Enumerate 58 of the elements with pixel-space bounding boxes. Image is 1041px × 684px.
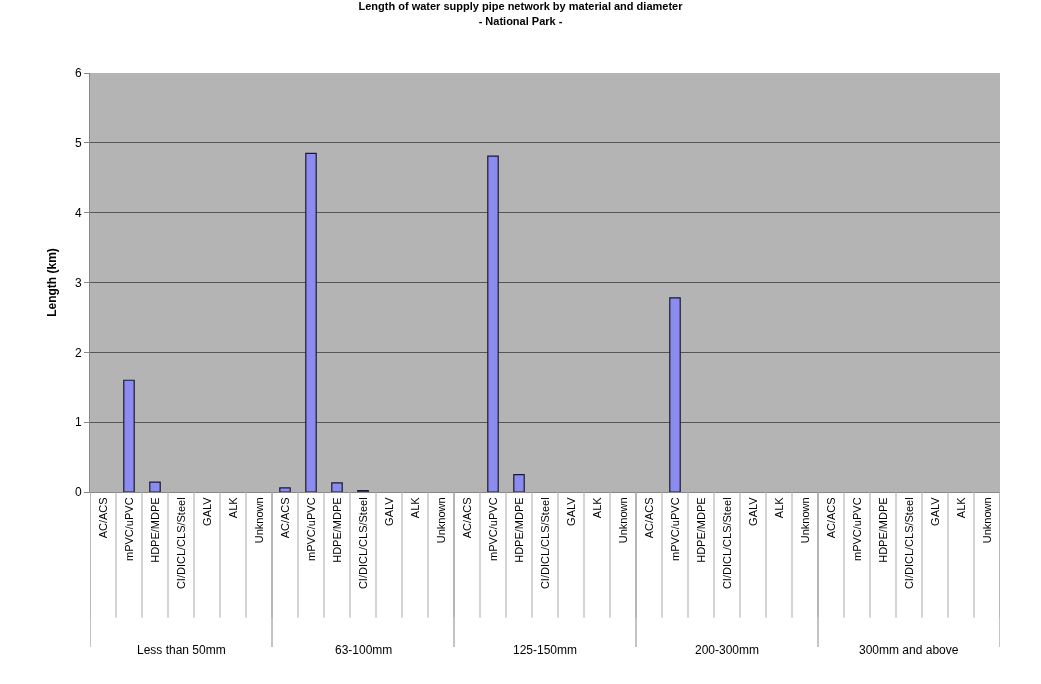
bar xyxy=(513,473,525,492)
x-tick-label: ALK xyxy=(590,496,603,519)
bar xyxy=(669,297,681,492)
x-tick-label: HDPE/MDPE xyxy=(512,497,525,563)
x-tick-label: mPVC/uPVC xyxy=(122,497,135,561)
text: Less than 50mm xyxy=(137,643,226,657)
x-tick-label: AC/ACS xyxy=(96,497,109,539)
x-tick-label: mPVC/uPVC xyxy=(850,497,863,561)
bar xyxy=(487,155,499,492)
x-tick-label: HDPE/MDPE xyxy=(876,497,889,563)
bar xyxy=(305,152,317,492)
x-tick-label: HDPE/MDPE xyxy=(694,497,707,563)
x-tick-label: AC/ACS xyxy=(460,497,473,539)
x-tick-label: Unknown xyxy=(980,497,993,544)
y-axis-title: Length (km) xyxy=(45,248,59,317)
x-tick-label: ALK xyxy=(226,496,239,519)
x-tick-label: Unknown xyxy=(616,497,629,544)
y-tick-label: 2 xyxy=(74,345,82,360)
x-tick-label: GALV xyxy=(200,496,213,526)
x-tick-label: ALK xyxy=(954,496,967,519)
bar xyxy=(331,482,343,492)
chart-subtitle: - National Park - xyxy=(478,14,563,27)
x-tick-label: AC/ACS xyxy=(642,497,655,539)
x-tick-label: AC/ACS xyxy=(824,497,837,539)
x-tick-label: mPVC/uPVC xyxy=(486,497,499,561)
x-tick-label: HDPE/MDPE xyxy=(148,497,161,563)
x-tick-label: HDPE/MDPE xyxy=(330,497,343,563)
y-tick-label: 1 xyxy=(74,415,82,430)
bar xyxy=(123,379,135,492)
x-tick-label: GALV xyxy=(564,496,577,526)
x-tick-label: CI/DICL/CLS/Steel xyxy=(538,497,551,590)
x-tick-label: AC/ACS xyxy=(278,497,291,539)
bar xyxy=(279,487,291,492)
x-tick-label: CI/DICL/CLS/Steel xyxy=(174,497,187,590)
bar xyxy=(149,481,161,492)
x-tick-label: Unknown xyxy=(252,497,265,544)
y-tick-label: 4 xyxy=(74,205,82,220)
x-tick-label: GALV xyxy=(382,496,395,526)
x-tick-label: Unknown xyxy=(434,497,447,544)
chart-title: Length of water supply pipe network by material and diameter xyxy=(358,0,684,13)
text: 200-300mm xyxy=(695,643,760,657)
y-tick-label: 0 xyxy=(74,485,82,500)
y-tick-label: 6 xyxy=(74,66,82,81)
x-tick-label: GALV xyxy=(928,496,941,526)
x-tick-label: Unknown xyxy=(798,497,811,544)
y-tick-label: 3 xyxy=(74,275,82,290)
x-tick-label: mPVC/uPVC xyxy=(668,497,681,561)
x-tick-label: GALV xyxy=(746,496,759,526)
x-tick-label: ALK xyxy=(772,496,785,519)
x-tick-label: mPVC/uPVC xyxy=(304,497,317,561)
text: 300mm and above xyxy=(859,643,959,657)
x-tick-label: CI/DICL/CLS/Steel xyxy=(902,497,915,590)
x-tick-label: CI/DICL/CLS/Steel xyxy=(720,497,733,590)
x-tick-label: CI/DICL/CLS/Steel xyxy=(356,497,369,590)
x-tick-label: ALK xyxy=(408,496,421,519)
text: 63-100mm xyxy=(335,643,393,657)
text: 125-150mm xyxy=(513,643,578,657)
y-tick-label: 5 xyxy=(74,136,82,151)
